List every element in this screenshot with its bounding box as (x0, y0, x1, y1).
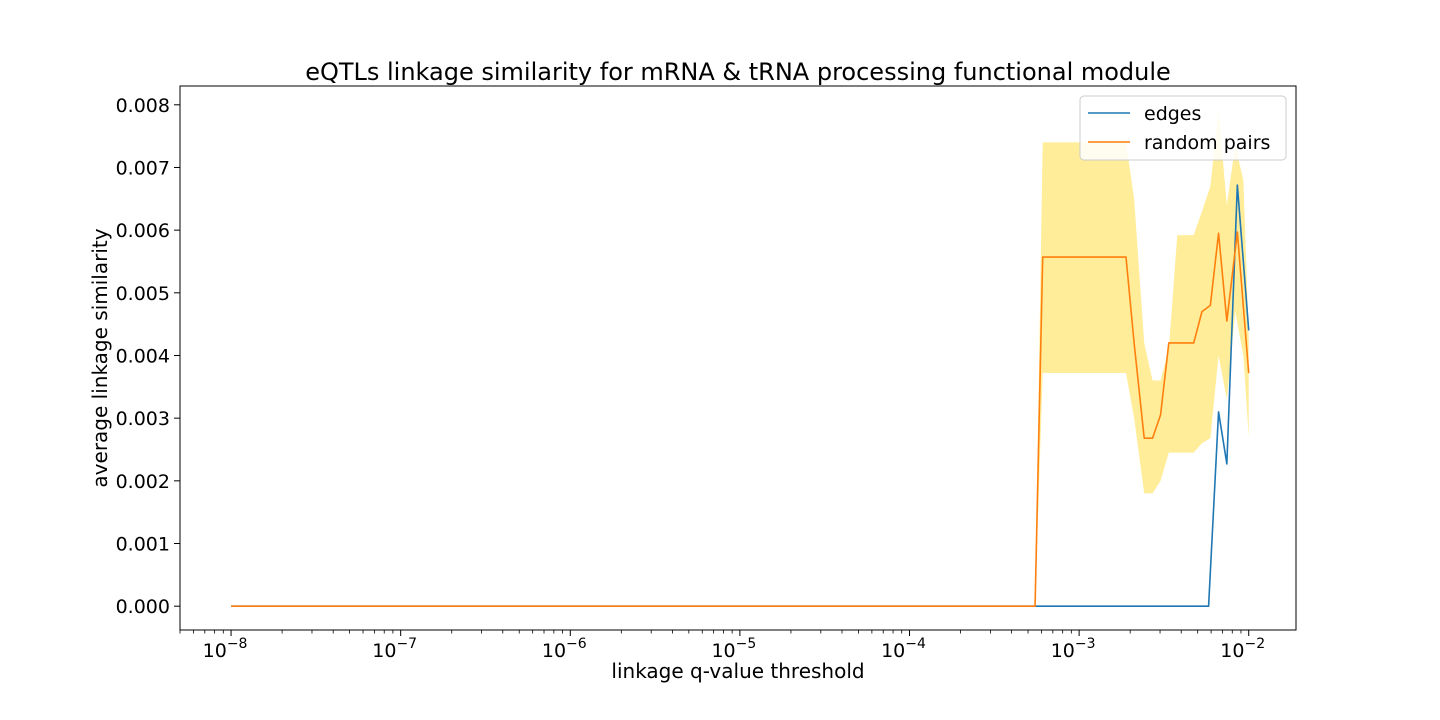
y-tick-label: 0.005 (116, 283, 170, 305)
legend-box (1079, 95, 1287, 161)
x-axis: 10−8 10−7 10−6 10−5 10−4 10−3 10−2 (179, 630, 1265, 662)
y-tick-label: 0.002 (116, 471, 170, 493)
y-tick-label: 0.000 (116, 596, 170, 618)
x-tick-label: 10−2 (1220, 636, 1265, 662)
x-tick-label: 10−8 (203, 636, 248, 662)
x-tick-label: 10−6 (542, 636, 587, 662)
y-tick-label: 0.004 (116, 345, 170, 367)
y-axis: 0.000 0.001 0.002 0.003 0.004 0.005 0.006 0.007… (116, 95, 180, 618)
y-tick-label: 0.007 (116, 157, 170, 179)
x-tick-label: 10−7 (372, 636, 417, 662)
plot-area (179, 85, 1297, 631)
series-line-random-pairs (231, 231, 1250, 607)
y-tick-label: 0.006 (116, 220, 170, 242)
x-tick-label: 10−4 (881, 636, 926, 662)
chart-title: eQTLs linkage similarity for mRNA & tRNA… (305, 58, 1171, 86)
x-tick-label: 10−3 (1051, 636, 1096, 662)
legend-label: edges (1144, 103, 1201, 125)
x-tick-label: 10−5 (711, 636, 756, 662)
y-tick-label: 0.003 (116, 408, 170, 430)
x-axis-label: linkage q-value threshold (611, 659, 864, 683)
y-axis-label: average linkage similarity (88, 228, 112, 487)
axes-frame (179, 85, 1297, 631)
y-tick-label: 0.001 (116, 534, 170, 556)
y-tick-label: 0.008 (116, 95, 170, 117)
legend: edges random pairs (1079, 95, 1287, 161)
confidence-band (1035, 111, 1249, 607)
legend-label: random pairs (1144, 132, 1270, 154)
